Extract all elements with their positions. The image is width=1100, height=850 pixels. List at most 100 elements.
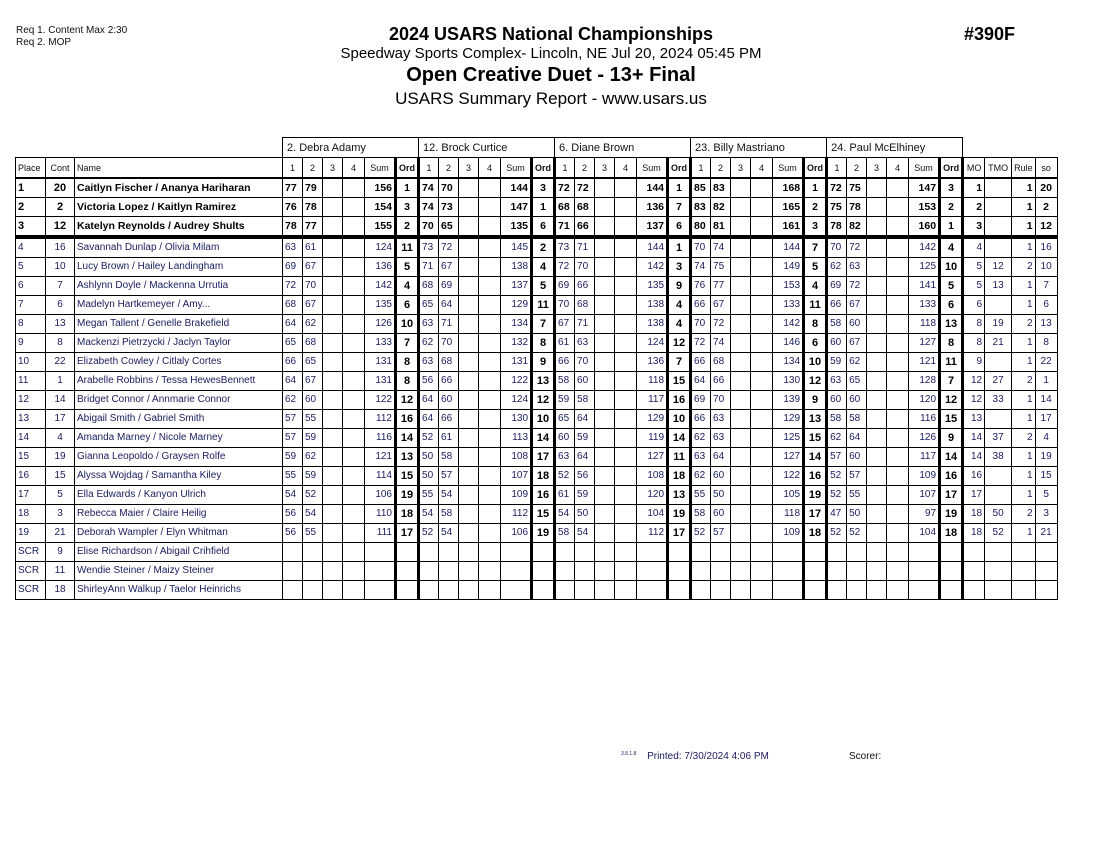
score-4: [886, 295, 910, 315]
judge-ordinal: [393, 561, 421, 581]
score-sum: 127: [636, 447, 669, 467]
skating-order: 6: [1034, 295, 1058, 315]
score-2: 61: [438, 428, 460, 448]
score-1: [418, 561, 440, 581]
judge-ordinal: [666, 561, 693, 581]
majority-ordinal: 9: [962, 352, 986, 372]
score-3: [730, 314, 752, 334]
score-1: 66: [826, 295, 848, 315]
score-2: 72: [846, 236, 868, 258]
score-sum: [908, 542, 941, 562]
score-3: [322, 523, 343, 543]
score-1: 72: [690, 333, 712, 353]
judge-ordinal: 19: [666, 504, 693, 524]
score-4: [342, 216, 365, 239]
judge-ordinal: 9: [802, 390, 829, 410]
score-3: [594, 580, 616, 600]
total-majority-ordinal: 27: [984, 371, 1013, 391]
score-2: 72: [438, 236, 460, 258]
column-header-rule: Rule: [1011, 157, 1036, 179]
skater-names: Victoria Lopez / Kaitlyn Ramirez: [74, 197, 283, 217]
judge-ordinal: 4: [393, 276, 421, 296]
score-1: 63: [418, 314, 440, 334]
score-2: 74: [710, 333, 732, 353]
score-3: [594, 352, 616, 372]
score-4: [614, 390, 638, 410]
score-sum: 142: [772, 314, 805, 334]
score-sum: 135: [364, 295, 396, 315]
total-majority-ordinal: [984, 466, 1013, 486]
majority-ordinal: [962, 561, 986, 581]
score-2: [710, 580, 732, 600]
skating-order: 17: [1034, 409, 1058, 429]
score-1: 62: [282, 390, 303, 410]
score-4: [342, 409, 365, 429]
score-1: 50: [418, 447, 440, 467]
score-2: 58: [574, 390, 596, 410]
judge-ordinal: 10: [666, 409, 693, 429]
score-3: [730, 371, 752, 391]
column-header-judge-3: 3: [594, 157, 616, 179]
total-majority-ordinal: 12: [984, 257, 1013, 277]
judge-ordinal: 14: [802, 447, 829, 467]
judge-ordinal: 17: [938, 485, 965, 505]
score-1: 66: [690, 352, 712, 372]
score-1: 54: [282, 485, 303, 505]
skater-names: Megan Tallent / Genelle Brakefield: [74, 314, 283, 334]
score-sum: [772, 561, 805, 581]
score-4: [750, 371, 774, 391]
score-3: [322, 216, 343, 239]
score-sum: 106: [364, 485, 396, 505]
score-4: [750, 314, 774, 334]
score-3: [458, 485, 480, 505]
score-3: [322, 276, 343, 296]
score-4: [478, 428, 502, 448]
requirement-2: Req 2. MOP: [16, 37, 72, 48]
judge-ordinal: [666, 542, 693, 562]
rule-applied: 2: [1011, 504, 1036, 524]
skater-names: Madelyn Hartkemeyer / Amy...: [74, 295, 283, 315]
score-4: [478, 352, 502, 372]
majority-ordinal: 5: [962, 257, 986, 277]
column-header-judge-2: 2: [438, 157, 460, 179]
judge-ordinal: 13: [938, 314, 965, 334]
score-2: 67: [302, 371, 323, 391]
score-3: [866, 447, 888, 467]
rule-applied: 1: [1011, 333, 1036, 353]
score-1: 58: [554, 523, 576, 543]
score-sum: 161: [772, 216, 805, 239]
score-2: 62: [846, 352, 868, 372]
score-3: [458, 523, 480, 543]
score-2: [438, 542, 460, 562]
score-sum: [772, 542, 805, 562]
judge-ordinal: [802, 561, 829, 581]
score-3: [458, 295, 480, 315]
score-4: [614, 236, 638, 258]
score-4: [342, 485, 365, 505]
column-header-judge-3: 3: [458, 157, 480, 179]
majority-ordinal: 12: [962, 390, 986, 410]
score-sum: 135: [636, 276, 669, 296]
score-1: 76: [282, 197, 303, 217]
score-3: [458, 177, 480, 198]
score-3: [322, 409, 343, 429]
judge-ordinal: 18: [530, 466, 557, 486]
place-cell: 12: [15, 390, 46, 410]
score-3: [458, 216, 480, 239]
score-sum: 138: [636, 295, 669, 315]
score-sum: 108: [636, 466, 669, 486]
score-3: [730, 561, 752, 581]
score-4: [342, 371, 365, 391]
majority-ordinal: 14: [962, 447, 986, 467]
score-1: 70: [690, 236, 712, 258]
score-4: [614, 371, 638, 391]
total-majority-ordinal: [984, 580, 1013, 600]
score-sum: 122: [364, 390, 396, 410]
score-1: 78: [282, 216, 303, 239]
print-info: 3.8.1.8 Printed: 7/30/2024 4:06 PM: [621, 751, 769, 762]
score-4: [886, 390, 910, 410]
judge-ordinal: 14: [393, 428, 421, 448]
judge-ordinal: 1: [666, 177, 693, 198]
score-1: [282, 561, 303, 581]
score-1: 69: [282, 257, 303, 277]
